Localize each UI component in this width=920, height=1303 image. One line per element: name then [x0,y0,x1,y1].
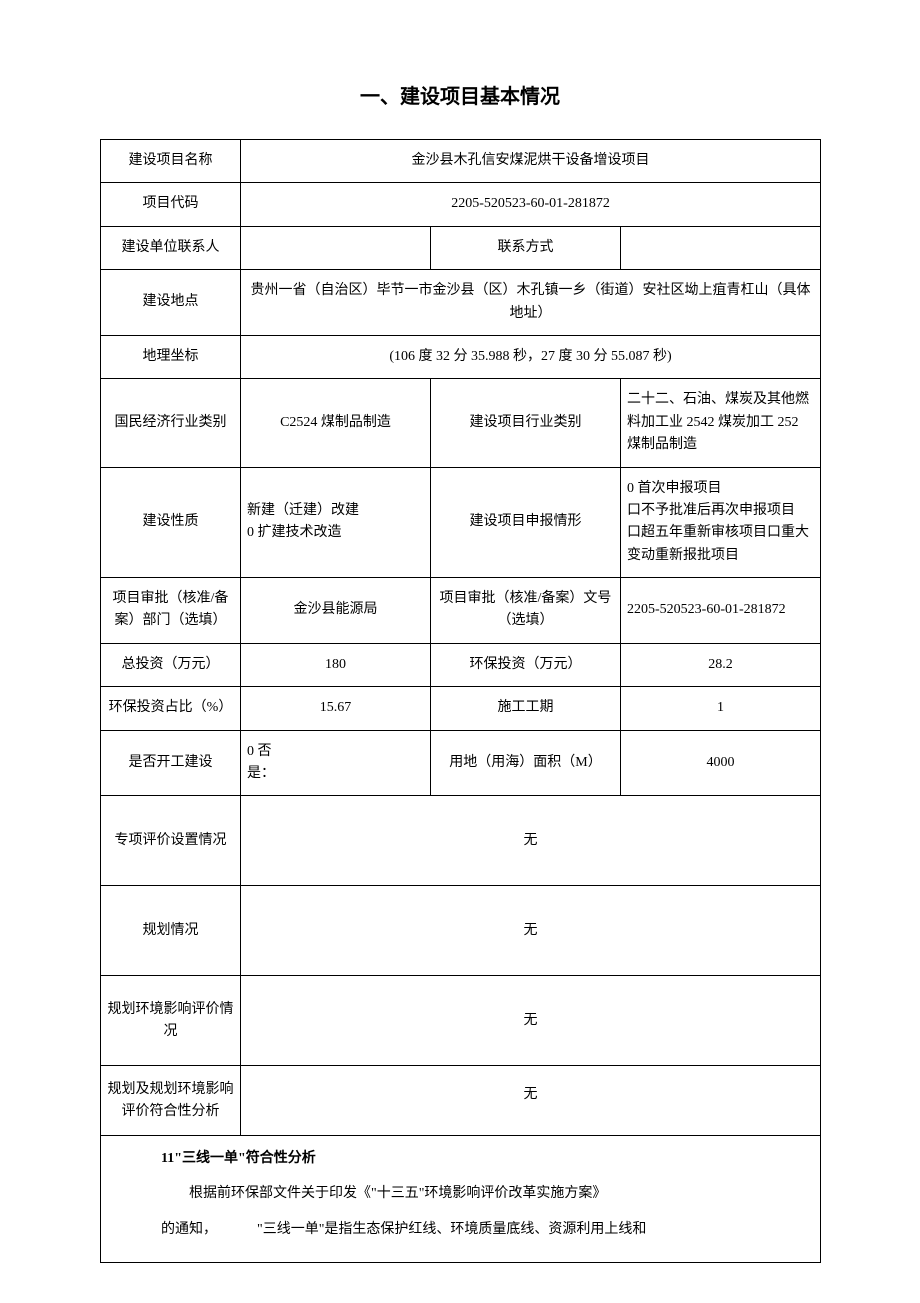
table-row: 专项评价设置情况 无 [101,796,821,886]
value-address: 贵州一省（自治区）毕节一市金沙县（区）木孔镇一乡（街道）安社区坳上疽青杠山（具体… [241,270,821,336]
table-row: 规划情况 无 [101,886,821,976]
label-coords: 地理坐标 [101,335,241,378]
info-table: 建设项目名称 金沙县木孔信安煤泥烘干设备增设项目 项目代码 2205-52052… [100,139,821,1263]
label-approval-no: 项目审批（核准/备案）文号（选填） [431,578,621,644]
label-period: 施工工期 [431,687,621,730]
value-planning-eia: 无 [241,976,821,1066]
value-project-name: 金沙县木孔信安煤泥烘干设备增设项目 [241,140,821,183]
label-contact-method: 联系方式 [431,226,621,269]
value-approval-dept: 金沙县能源局 [241,578,431,644]
value-approval-no: 2205-520523-60-01-281872 [621,578,821,644]
label-env-invest: 环保投资（万元） [431,643,621,686]
value-project-industry: 二十二、石油、煤炭及其他燃料加工业 2542 煤炭加工 252 煤制品制造 [621,379,821,467]
table-row: 项目审批（核准/备案）部门（选填） 金沙县能源局 项目审批（核准/备案）文号（选… [101,578,821,644]
label-contact-person: 建设单位联系人 [101,226,241,269]
table-row: 建设项目名称 金沙县木孔信安煤泥烘干设备增设项目 [101,140,821,183]
value-declare-form: 0 首次申报项目 口不予批准后再次申报项目 口超五年重新审核项目口重大变动重新报… [621,467,821,578]
label-planning-eia: 规划环境影响评价情况 [101,976,241,1066]
value-contact-person [241,226,431,269]
label-approval-dept: 项目审批（核准/备案）部门（选填） [101,578,241,644]
footer-section-title: 11"三线一单"符合性分析 [161,1148,810,1170]
label-env-ratio: 环保投资占比（%） [101,687,241,730]
value-coords: (106 度 32 分 35.988 秒，27 度 30 分 55.087 秒) [241,335,821,378]
table-row: 总投资（万元） 180 环保投资（万元） 28.2 [101,643,821,686]
label-started: 是否开工建设 [101,730,241,796]
label-planning: 规划情况 [101,886,241,976]
table-row: 是否开工建设 0 否 是： 用地（用海）面积（M） 4000 [101,730,821,796]
label-land-area: 用地（用海）面积（M） [431,730,621,796]
value-project-code: 2205-520523-60-01-281872 [241,183,821,226]
value-industry-cat: C2524 煤制品制造 [241,379,431,467]
label-project-industry: 建设项目行业类别 [431,379,621,467]
table-row: 国民经济行业类别 C2524 煤制品制造 建设项目行业类别 二十二、石油、煤炭及… [101,379,821,467]
table-row: 规划环境影响评价情况 无 [101,976,821,1066]
value-total-invest: 180 [241,643,431,686]
value-planning-compliance: 无 [241,1066,821,1136]
value-nature: 新建（迁建）改建 0 扩建技术改造 [241,467,431,578]
footer-p2-seg2: "三线一单"是指生态保护红线、环境质量底线、资源利用上线和 [257,1219,810,1241]
label-planning-compliance: 规划及规划环境影响评价符合性分析 [101,1066,241,1136]
value-special-eval: 无 [241,796,821,886]
label-nature: 建设性质 [101,467,241,578]
footer-p2-seg1: 的通知， [161,1219,257,1241]
footer-p1: 根据前环保部文件关于印发《"十三五"环境影响评价改革实施方案》 [161,1183,810,1205]
label-special-eval: 专项评价设置情况 [101,796,241,886]
table-row: 规划及规划环境影响评价符合性分析 无 [101,1066,821,1136]
label-total-invest: 总投资（万元） [101,643,241,686]
value-land-area: 4000 [621,730,821,796]
page-title: 一、建设项目基本情况 [100,80,820,109]
label-project-name: 建设项目名称 [101,140,241,183]
table-row: 项目代码 2205-520523-60-01-281872 [101,183,821,226]
table-row: 11"三线一单"符合性分析 根据前环保部文件关于印发《"十三五"环境影响评价改革… [101,1136,821,1262]
table-row: 地理坐标 (106 度 32 分 35.988 秒，27 度 30 分 55.0… [101,335,821,378]
table-row: 建设单位联系人 联系方式 [101,226,821,269]
value-planning: 无 [241,886,821,976]
table-row: 环保投资占比（%） 15.67 施工工期 1 [101,687,821,730]
label-declare-form: 建设项目申报情形 [431,467,621,578]
value-started: 0 否 是： [241,730,431,796]
value-env-ratio: 15.67 [241,687,431,730]
label-project-code: 项目代码 [101,183,241,226]
label-address: 建设地点 [101,270,241,336]
table-row: 建设性质 新建（迁建）改建 0 扩建技术改造 建设项目申报情形 0 首次申报项目… [101,467,821,578]
value-period: 1 [621,687,821,730]
table-row: 建设地点 贵州一省（自治区）毕节一市金沙县（区）木孔镇一乡（街道）安社区坳上疽青… [101,270,821,336]
footer-analysis: 11"三线一单"符合性分析 根据前环保部文件关于印发《"十三五"环境影响评价改革… [101,1136,821,1262]
value-contact-method [621,226,821,269]
label-industry-cat: 国民经济行业类别 [101,379,241,467]
footer-p2: 的通知， "三线一单"是指生态保护红线、环境质量底线、资源利用上线和 [161,1219,810,1241]
value-env-invest: 28.2 [621,643,821,686]
